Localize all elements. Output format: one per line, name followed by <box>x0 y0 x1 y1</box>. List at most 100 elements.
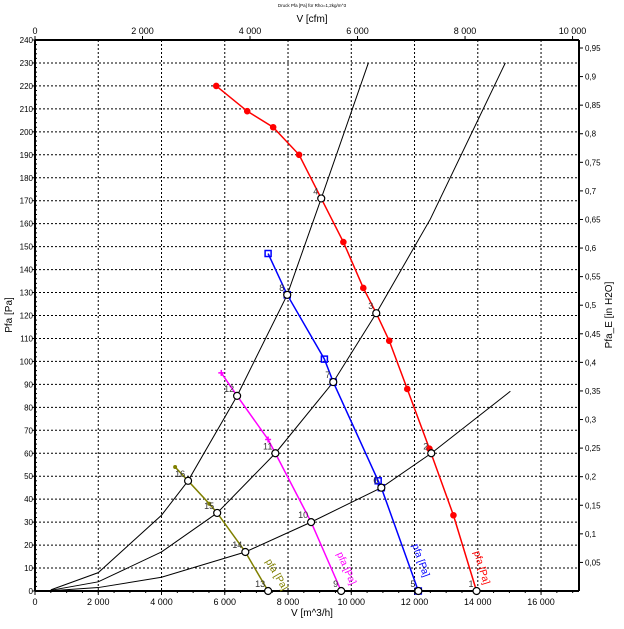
y2-tick-label: 0,4 <box>585 358 597 367</box>
x-tick-label: 6 000 <box>214 597 237 607</box>
operating-point-label: 14 <box>232 540 242 550</box>
operating-point-label: 3 <box>368 301 373 311</box>
x-tick-label: 16 000 <box>527 597 555 607</box>
y-tick-label: 140 <box>20 266 34 275</box>
data-point <box>359 284 367 292</box>
left-axis-label: Pfa [Pa] <box>4 297 15 333</box>
operating-point-label: 5 <box>410 579 415 589</box>
operating-point <box>372 309 381 318</box>
y2-tick-label: 0,35 <box>585 387 601 396</box>
data-point <box>403 385 411 393</box>
system-curves <box>50 62 511 592</box>
y-tick-label: 230 <box>20 59 34 68</box>
y2-tick-label: 0,15 <box>585 501 601 510</box>
x-tick-label: 12 000 <box>401 597 429 607</box>
y2-tick-label: 0,85 <box>585 101 601 110</box>
y-tick-label: 10 <box>24 564 33 573</box>
y2-tick-label: 0,5 <box>585 301 597 310</box>
data-point <box>173 465 178 470</box>
operating-point <box>427 449 436 458</box>
system-curve <box>50 390 511 592</box>
operating-point <box>377 483 386 492</box>
operating-point-label: 1 <box>469 579 474 589</box>
y2-tick-label: 0,3 <box>585 416 597 425</box>
chart-title: Druck Pfa [Pa] für Rho=1,2kg/m^3 <box>278 3 347 8</box>
x2-tick-label: 0 <box>32 26 37 36</box>
y2-tick-label: 0,65 <box>585 215 601 224</box>
y-tick-label: 130 <box>20 289 34 298</box>
operating-point <box>307 518 316 527</box>
data-point <box>320 355 329 363</box>
y-tick-label: 200 <box>20 128 34 137</box>
y2-tick-label: 0,1 <box>585 530 597 539</box>
y-tick-label: 80 <box>24 403 33 412</box>
y2-tick-label: 0,25 <box>585 444 601 453</box>
y2-tick-label: 0,45 <box>585 330 601 339</box>
fan-curve-line <box>174 466 269 592</box>
operating-point-label: 7 <box>325 370 330 380</box>
operating-point <box>472 586 481 596</box>
y-tick-label: 240 <box>20 36 34 45</box>
operating-point-label: 6 <box>373 476 378 486</box>
y-tick-label: 40 <box>24 495 33 504</box>
data-point <box>212 82 220 90</box>
y-tick-label: 0 <box>29 587 34 596</box>
y2-tick-label: 0,95 <box>585 44 601 53</box>
x2-tick-label: 2 000 <box>131 26 154 36</box>
operating-point <box>317 194 326 203</box>
x-tick-label: 10 000 <box>338 597 366 607</box>
x-tick-label: 8 000 <box>277 597 300 607</box>
y2-tick-label: 0,75 <box>585 158 601 167</box>
operating-point-label: 4 <box>313 186 318 196</box>
y2-tick-label: 0,55 <box>585 273 601 282</box>
y-tick-label: 70 <box>24 426 33 435</box>
x2-tick-label: 10 000 <box>559 26 587 36</box>
data-point <box>218 369 225 376</box>
x-tick-label: 14 000 <box>464 597 492 607</box>
y-tick-label: 180 <box>20 174 34 183</box>
data-point <box>295 151 303 159</box>
data-point <box>265 436 272 443</box>
y2-tick-label: 0,7 <box>585 187 597 196</box>
y2-tick-label: 0,2 <box>585 473 597 482</box>
operating-point <box>271 449 280 458</box>
right-axis-label: Pfa_E [in H2O] <box>604 281 615 348</box>
data-point <box>340 238 347 246</box>
y-tick-label: 170 <box>20 197 34 206</box>
operating-point-label: 16 <box>175 469 185 479</box>
operating-point <box>241 547 250 557</box>
x2-tick-label: 6 000 <box>346 26 369 36</box>
operating-point <box>414 586 423 596</box>
y-tick-label: 160 <box>20 220 34 229</box>
operating-point <box>183 476 193 485</box>
grid <box>35 40 579 591</box>
y-tick-label: 190 <box>20 151 34 160</box>
y2-tick-label: 0,05 <box>585 558 601 567</box>
y2-tick-label: 0,8 <box>585 130 597 139</box>
y2-tick-label: 0,6 <box>585 244 597 253</box>
data-point <box>207 501 212 506</box>
operating-point-label: 15 <box>204 501 214 511</box>
data-point <box>374 477 382 485</box>
system-curve <box>50 62 506 591</box>
fan-curve-line <box>267 253 420 592</box>
y-tick-label: 100 <box>20 357 34 366</box>
operating-point-label: 10 <box>298 510 308 520</box>
bottom-axis-label: V [m^3/h] <box>291 608 333 619</box>
y-tick-label: 30 <box>24 518 33 527</box>
x-tick-label: 4 000 <box>150 597 173 607</box>
y-tick-label: 210 <box>20 105 34 114</box>
y-tick-label: 120 <box>20 312 34 321</box>
operating-point-label: 2 <box>423 441 428 451</box>
x2-tick-label: 4 000 <box>239 26 262 36</box>
data-point <box>385 337 393 345</box>
y-tick-label: 110 <box>20 334 33 343</box>
y-tick-label: 150 <box>20 243 34 252</box>
operating-point <box>263 586 273 596</box>
y-tick-label: 90 <box>24 380 33 389</box>
y2-tick-label: 0,9 <box>585 73 597 82</box>
operating-point-label: 9 <box>333 579 338 589</box>
